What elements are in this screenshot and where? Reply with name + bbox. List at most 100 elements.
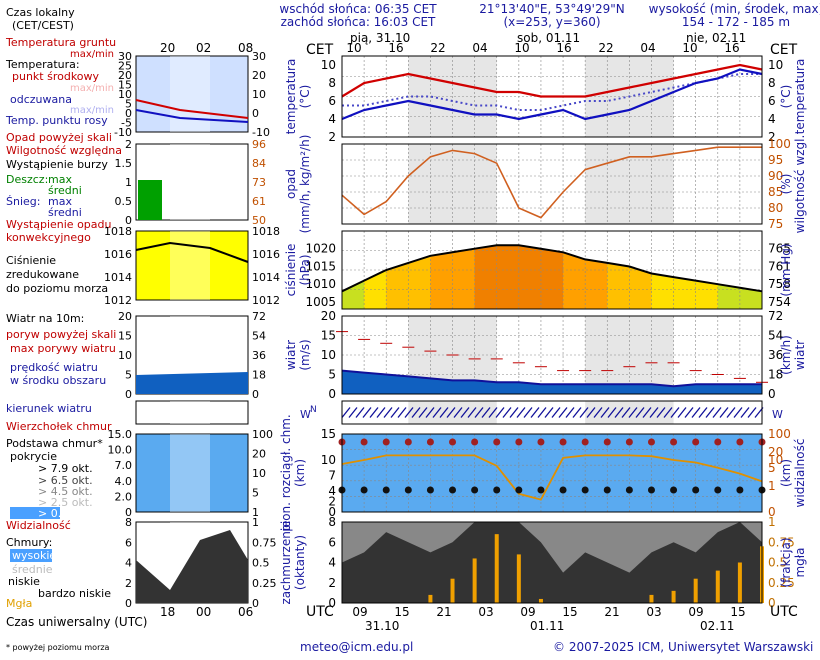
legend-mini-charts: -10-5051015202530-10010203000.511.525061… [104, 50, 280, 619]
mini-pressure-tick-l: 1012 [104, 294, 132, 307]
mini-wind-tick-l: 20 [118, 310, 132, 323]
visibility-line [341, 454, 763, 501]
axis-tick: 8 [768, 76, 776, 90]
fog-bar [715, 570, 720, 603]
mini-cover-tick-r: 1 [252, 516, 259, 529]
wind-arrow [705, 407, 715, 418]
mini-utc-hour-3: 06 [238, 605, 253, 619]
cloud-tick: 7 [328, 469, 336, 483]
cloud-tick: 4 [328, 484, 336, 498]
visibility-ylabel-line: (km) [779, 459, 793, 487]
fog-bar [649, 594, 654, 603]
clouds-sky [342, 434, 762, 512]
axis-tick: 6 [768, 94, 776, 108]
clouds-ylabel: pion. rozciągł. chm. (km) [279, 414, 307, 532]
hour-utc-label: 03 [478, 605, 493, 619]
pressure-tick: 1005 [305, 295, 336, 309]
wind-kmh-tick: 0 [768, 387, 776, 401]
mini-clouds-tick-r: 100 [252, 428, 273, 441]
footer-copyright: © 2007-2025 ICM, Uniwersytet Warszawski [553, 640, 813, 654]
mini-pressure-tick-l: 1016 [104, 248, 132, 261]
legend-hour-3: 08 [238, 41, 253, 55]
mini-cover-tick-l: 2 [125, 577, 132, 590]
legend-convective2: konwekcyjnego [6, 231, 91, 244]
mini-clouds-tick-r: 20 [252, 448, 266, 461]
wind-arrow [516, 407, 526, 418]
legend-clouds: Chmury: [6, 536, 52, 549]
temp-ylabel-r: (°C) temperatura [779, 59, 807, 135]
mini-temp-tick-l: 30 [118, 50, 132, 63]
cloud-top-dot [581, 438, 589, 446]
temp-ylabel-line: (°C) [298, 85, 312, 109]
sunset-text: zachód słońca: 16:03 CET [281, 15, 436, 29]
cloud-base-dot [515, 486, 523, 494]
wind-arrow [537, 407, 547, 418]
cover-tick: 0 [328, 596, 336, 610]
visibility-tick: 0 [768, 505, 776, 519]
panel-bg-dir [342, 401, 762, 424]
pressure-ylabel-r-line: (mm Hg) [779, 243, 793, 296]
mini-pressure-tick-r: 1014 [252, 271, 280, 284]
mini-pressure-night [170, 231, 210, 300]
mini-wind-tick-r: 0 [252, 388, 259, 401]
humidity-tick: 100 [768, 137, 791, 151]
cloud-top-dot [670, 438, 678, 446]
legend-convective: Wystąpienie opadu [6, 218, 111, 231]
compass-w-r: W [772, 408, 783, 421]
wind-ylabel-r-line: (km/h) [779, 335, 793, 375]
wind-arrow [362, 407, 372, 418]
wind-arrow [390, 407, 400, 418]
legend-snow-max: max [48, 195, 72, 208]
mini-temp-tick-l: 20 [118, 69, 132, 82]
mini-wind-tick-l: 15 [118, 330, 132, 343]
wind-ylabel: wiatr (m/s) [284, 339, 312, 370]
legend-midpoint: punkt środkowy [12, 70, 100, 83]
humidity-ylabel: (%) wilgotność wzgl. [779, 135, 807, 234]
footer-email[interactable]: meteo@icm.edu.pl [300, 640, 413, 654]
wind-tick: 5 [328, 368, 336, 382]
legend-perceived-maxmin: max/min [70, 105, 114, 116]
mini-cover-area [136, 530, 248, 603]
legend-local-time: Czas lokalny [6, 6, 75, 19]
mini-cover-tick-r: 0 [252, 597, 259, 610]
wind-ylabel-r: (km/h) wiatr [779, 335, 807, 375]
legend-okt79: > 7.9 okt. [38, 462, 93, 475]
wind-arrow [621, 407, 631, 418]
legend-ground-temp: Temperatura gruntu [5, 36, 116, 49]
compass-w: W [300, 408, 311, 421]
wind-tick: 0 [328, 387, 336, 401]
legend-perceived: odczuwana [10, 93, 72, 106]
cloud-base-dot [603, 486, 611, 494]
hour-utc-label: 15 [730, 605, 745, 619]
legend-storm: Wystąpienie burzy [6, 158, 108, 171]
cloud-top-dot [559, 438, 567, 446]
mini-precip-tick-r: 50 [252, 214, 266, 227]
legend-precip-above: Opad powyżej skali [6, 131, 112, 144]
cloud-top-dot [404, 438, 412, 446]
mini-temp-tick-r: -10 [252, 126, 270, 139]
mini-clouds-tick-r: 1 [252, 506, 259, 519]
fog-tick: 0.75 [768, 535, 795, 549]
mini-pressure-tick-r: 1018 [252, 225, 280, 238]
hour-utc-label: 09 [520, 605, 535, 619]
mini-precip-tick-r: 73 [252, 176, 266, 189]
cover-tick: 6 [328, 535, 336, 549]
panel-frame-precip [341, 143, 763, 225]
cloud-base-dot [382, 486, 390, 494]
wind-arrow [628, 407, 638, 418]
fog-tick: 0.5 [768, 556, 787, 570]
night-band [585, 401, 674, 424]
pressure-mask [342, 231, 762, 292]
mini-pressure-tick-r: 1016 [252, 248, 280, 261]
mini-pressure-tick-r: 1012 [252, 294, 280, 307]
mini-wind-tick-l: 5 [125, 369, 132, 382]
legend-rain-avg: średni [48, 184, 82, 197]
cloud-top-dot [360, 438, 368, 446]
mini-wind-tick-r: 72 [252, 310, 266, 323]
mini-clouds-tick-r: 5 [252, 487, 259, 500]
visibility-tick: 100 [768, 427, 791, 441]
mini-temp-night [170, 56, 210, 132]
wind-arrow [747, 407, 757, 418]
legend-wind-speed: prędkość wiatru [10, 361, 98, 374]
wind-arrow [453, 407, 463, 418]
